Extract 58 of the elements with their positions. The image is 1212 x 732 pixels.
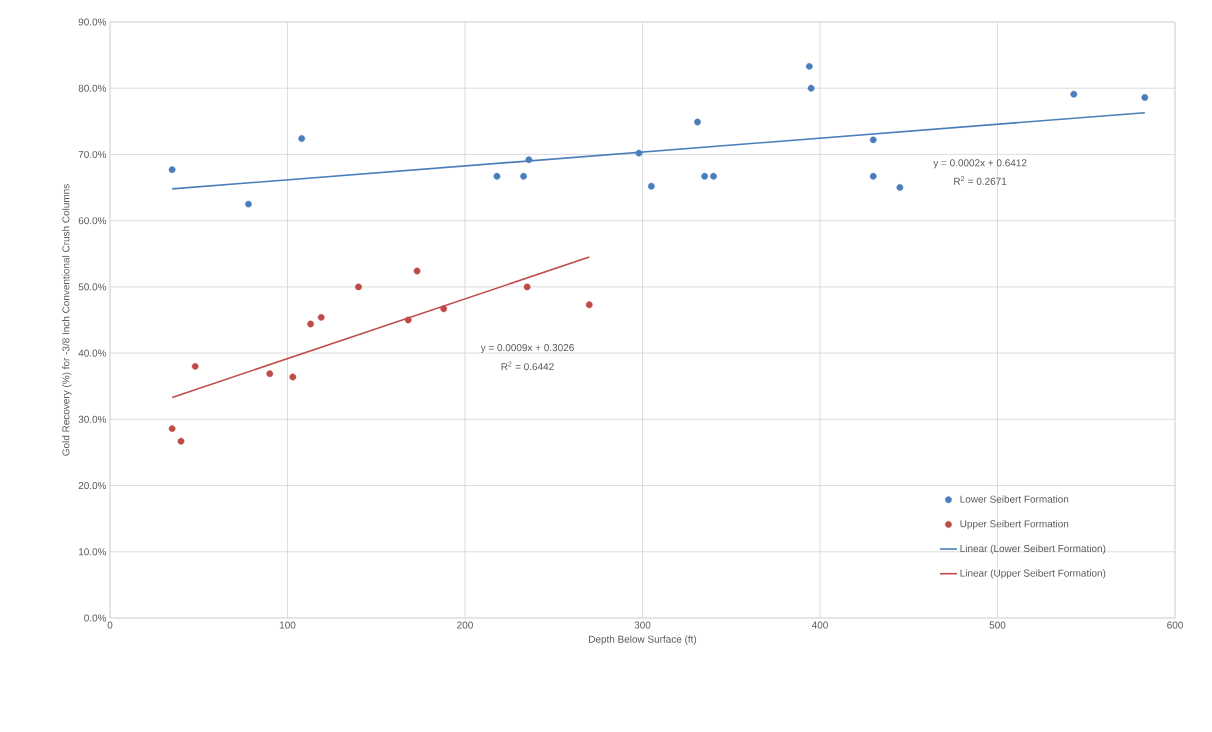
x-tick-label: 300 bbox=[634, 621, 651, 629]
legend-label: Lower Seibert Formation bbox=[960, 495, 1069, 503]
x-tick-label: 600 bbox=[1167, 621, 1183, 629]
y-axis-title: Gold Recovery (%) for -3/8 Inch Conventional Crush Columns bbox=[62, 184, 72, 456]
point bbox=[168, 166, 176, 174]
point bbox=[896, 184, 904, 191]
point bbox=[307, 320, 314, 328]
y-tick-label: 40.0% bbox=[78, 349, 107, 357]
x-tick-label: 200 bbox=[457, 621, 473, 629]
legend-label: Linear (Lower Seibert Formation) bbox=[960, 544, 1106, 554]
y-tick-label: 10.0% bbox=[79, 548, 107, 556]
point bbox=[177, 437, 185, 445]
x-tick-label: 500 bbox=[989, 621, 1006, 629]
point bbox=[694, 118, 701, 126]
point bbox=[289, 373, 297, 381]
point bbox=[168, 425, 176, 432]
point bbox=[317, 313, 325, 321]
annotation: y = 0.0002x + 0.6412 bbox=[933, 159, 1027, 169]
x-axis-title: Depth Below Surface (ft) bbox=[589, 635, 697, 645]
point bbox=[523, 283, 531, 291]
point bbox=[869, 136, 877, 144]
x-tick-label: 100 bbox=[279, 621, 296, 629]
point bbox=[355, 283, 362, 291]
annotation: R$^{2}$ = 0.2671 bbox=[954, 176, 1007, 185]
point bbox=[710, 172, 717, 180]
point bbox=[701, 172, 709, 180]
annotation: R$^{2}$ = 0.6442 bbox=[501, 361, 554, 371]
point bbox=[1141, 94, 1149, 101]
legend-label: Linear (Upper Seibert Formation) bbox=[960, 569, 1106, 579]
point bbox=[1070, 90, 1078, 98]
legend-label: Upper Seibert Formation bbox=[960, 520, 1069, 530]
point bbox=[245, 200, 252, 208]
point bbox=[807, 84, 815, 92]
point bbox=[520, 172, 527, 180]
point bbox=[298, 135, 306, 142]
point bbox=[493, 172, 501, 180]
x-tick-label: 400 bbox=[811, 621, 828, 629]
point bbox=[869, 172, 877, 180]
y-tick-label: 20.0% bbox=[78, 482, 107, 490]
point bbox=[404, 316, 412, 324]
y-tick-label: 90.0% bbox=[78, 18, 107, 26]
x-tick-label: 0 bbox=[107, 621, 113, 629]
y-tick-label: 0.0% bbox=[84, 614, 107, 622]
point bbox=[647, 182, 655, 190]
point bbox=[440, 305, 448, 313]
point bbox=[266, 370, 274, 378]
point bbox=[805, 62, 813, 70]
y-tick-label: 30.0% bbox=[78, 415, 107, 423]
y-tick-label: 50.0% bbox=[78, 283, 107, 291]
point bbox=[191, 362, 199, 370]
annotation: y = 0.0009x + 0.3026 bbox=[480, 344, 574, 354]
point bbox=[413, 267, 421, 275]
y-tick-label: 60.0% bbox=[78, 217, 107, 225]
point bbox=[585, 301, 593, 309]
point bbox=[525, 156, 533, 164]
y-tick-label: 70.0% bbox=[78, 150, 107, 158]
point bbox=[635, 149, 643, 157]
y-tick-label: 80.0% bbox=[78, 84, 107, 92]
